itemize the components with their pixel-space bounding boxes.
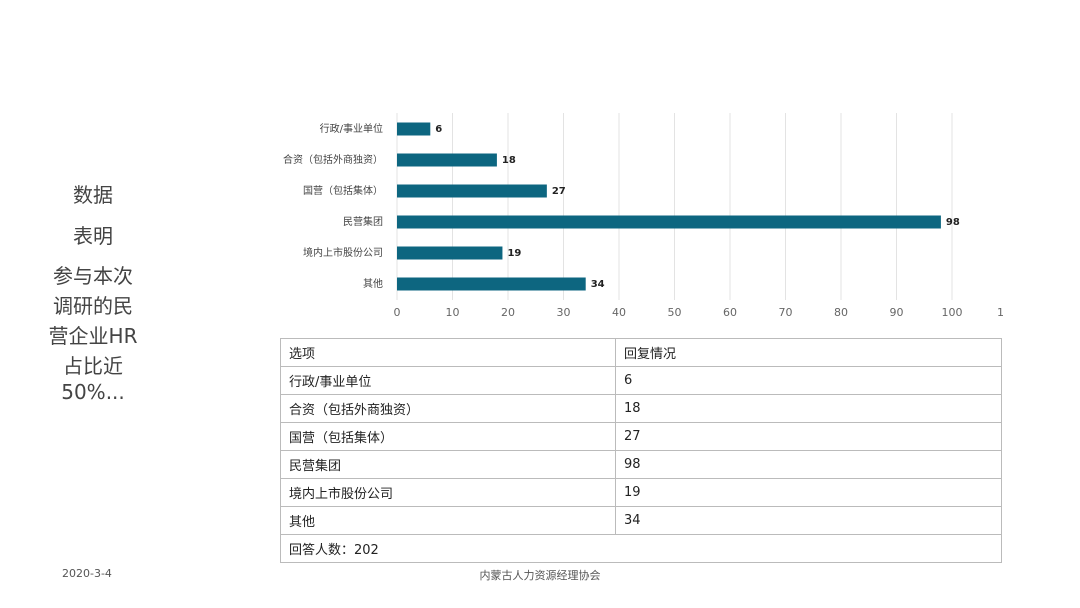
x-tick-label: 0: [394, 306, 401, 319]
x-tick-label: 90: [890, 306, 904, 319]
table-row: 回答人数：202: [280, 534, 1002, 563]
table-cell: 6: [615, 366, 1002, 395]
table-cell: 境内上市股份公司: [280, 478, 616, 507]
x-tick-label: 80: [834, 306, 848, 319]
table-row: 选项 回复情况: [280, 338, 1002, 367]
x-tick-label: 30: [557, 306, 571, 319]
bar: [397, 153, 497, 167]
x-tick-label: 40: [612, 306, 626, 319]
table-cell: 34: [615, 506, 1002, 535]
table-cell: 19: [615, 478, 1002, 507]
footer-date: 2020-3-4: [62, 567, 112, 580]
sidebar-line: 50%...: [61, 380, 125, 404]
table-cell: 回答人数：202: [280, 534, 1002, 563]
bar: [397, 246, 503, 260]
x-tick-label: 60: [723, 306, 737, 319]
table-row: 民营集团 98: [280, 450, 1002, 479]
x-tick-label: 70: [779, 306, 793, 319]
y-tick-label: 合资（包括外商独资）: [283, 153, 383, 166]
table-cell: 国营（包括集体）: [280, 422, 616, 451]
table-row: 其他 34: [280, 506, 1002, 535]
chart: 0 10 20 30 40 50 60 70 80 90 100 110 行政/事业单位 6 合资（包括外商…: [283, 113, 1005, 319]
sidebar-line: 调研的民: [53, 294, 133, 318]
table-row: 合资（包括外商独资） 18: [280, 394, 1002, 423]
data-table: 选项 回复情况 行政/事业单位 6 合资（包括外商独资） 18 国营（包括集体） 27 民营集团…: [280, 338, 1002, 563]
y-tick-label: 行政/事业单位: [320, 122, 383, 135]
table-cell: 18: [615, 394, 1002, 423]
value-label: 27: [552, 186, 566, 197]
footer-organization: 内蒙古人力资源经理协会: [479, 569, 601, 582]
x-tick-label: 20: [501, 306, 515, 319]
sidebar-line: 参与本次: [53, 264, 133, 288]
sidebar-line: 数据: [73, 183, 113, 207]
value-label: 18: [502, 155, 516, 166]
table-row: 境内上市股份公司 19: [280, 478, 1002, 507]
table-cell: 27: [615, 422, 1002, 451]
table-row: 国营（包括集体） 27: [280, 422, 1002, 451]
value-label: 6: [435, 124, 442, 135]
table-cell: 其他: [280, 506, 616, 535]
sidebar-line: 占比近: [63, 354, 123, 378]
bar: [397, 184, 547, 198]
table-cell: 98: [615, 450, 1002, 479]
bar: [397, 122, 431, 136]
table-row: 行政/事业单位 6: [280, 366, 1002, 395]
bar: [397, 277, 586, 291]
x-tick-label: 100: [942, 306, 963, 319]
x-tick-label: 110: [997, 306, 1005, 319]
x-tick-label: 10: [446, 306, 460, 319]
y-tick-label: 国营（包括集体）: [303, 184, 383, 197]
table-cell: 合资（包括外商独资）: [280, 394, 616, 423]
y-tick-label: 境内上市股份公司: [303, 246, 383, 259]
sidebar-line: 营企业HR: [48, 324, 138, 348]
value-label: 98: [946, 217, 960, 228]
table-cell: 选项: [280, 338, 616, 367]
table-cell: 行政/事业单位: [280, 366, 616, 395]
value-label: 34: [591, 279, 605, 290]
table-cell: 回复情况: [615, 338, 1002, 367]
y-tick-label: 其他: [363, 277, 383, 290]
value-label: 19: [507, 248, 521, 259]
bar: [397, 215, 941, 229]
table-cell: 民营集团: [280, 450, 616, 479]
sidebar-line: 表明: [73, 224, 113, 248]
x-tick-label: 50: [668, 306, 682, 319]
y-tick-label: 民营集团: [343, 215, 383, 228]
